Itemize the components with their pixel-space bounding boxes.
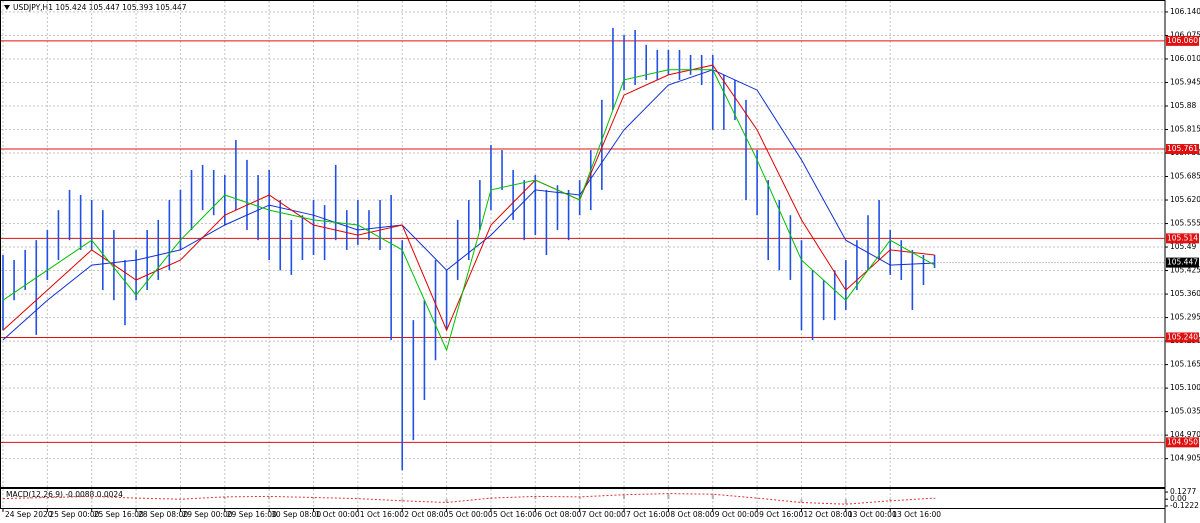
y-tick-label: 105.945 [1170,77,1200,86]
x-tick-label: 29 Sep 00:00 [182,510,232,519]
last-price-tag [1166,257,1199,268]
y-tick-label: 0.00 [1170,494,1187,503]
macd-signal [2,493,935,505]
y-tick-label: 105.360 [1170,289,1200,298]
x-tick-label: 12 Oct 08:00 [803,510,852,519]
y-tick-label: 105.88 [1170,101,1196,110]
x-tick-label: 5 Oct 16:00 [493,510,537,519]
level-label: 105.514 [1167,233,1198,242]
menu-arrow[interactable] [4,5,10,10]
x-tick-label: 9 Oct 16:00 [759,510,803,519]
y-tick-label: 105.425 [1170,266,1200,275]
y-tick-label: 105.100 [1170,383,1200,392]
level-tag [1166,35,1199,46]
x-tick-label: 25 Sep 00:00 [49,510,99,519]
level-label: 105.761 [1167,144,1198,153]
x-tick-label: 13 Oct 16:00 [892,510,941,519]
x-tick-label: 7 Oct 16:00 [626,510,670,519]
y-tick-label: 105.035 [1170,407,1200,416]
x-tick-label: 7 Oct 00:00 [582,510,626,519]
x-tick-label: 5 Oct 00:00 [449,510,493,519]
x-tick-label: 24 Sep 2020 [5,510,53,519]
y-tick-label: 106.010 [1170,54,1200,63]
x-tick-label: 28 Sep 08:00 [138,510,188,519]
y-tick-label: 104.970 [1170,430,1200,439]
y-tick-label: 105.295 [1170,313,1200,322]
y-tick-label: 105.815 [1170,124,1200,133]
x-tick-label: 6 Oct 08:00 [537,510,581,519]
y-tick-label: 0.1277 [1170,487,1196,496]
moving-average [2,69,935,352]
x-tick-label: 8 Oct 08:00 [670,510,714,519]
x-tick-label: 2 Oct 08:00 [404,510,448,519]
y-tick-label: -0.1222 [1170,501,1199,510]
moving-average [2,64,935,332]
x-tick-label: 9 Oct 00:00 [715,510,759,519]
last-price-label: 105.447 [1167,258,1198,267]
level-label: 105.240 [1167,332,1198,341]
y-tick-label: 106.140 [1170,7,1200,16]
x-tick-label: 1 Oct 00:00 [316,510,360,519]
level-tag [1166,437,1199,448]
y-tick-label: 105.620 [1170,195,1200,204]
x-tick-label: 1 Oct 16:00 [360,510,404,519]
x-tick-label: 25 Sep 16:00 [94,510,144,519]
x-tick-label: 30 Sep 08:00 [271,510,321,519]
level-label: 106.060 [1167,36,1198,45]
y-tick-label: 106.075 [1170,30,1200,39]
y-tick-label: 105.555 [1170,219,1200,228]
level-tag [1166,144,1199,155]
level-label: 104.950 [1167,437,1198,446]
y-tick-label: 105.49 [1170,242,1196,251]
chart-title: USDJPY,H1 105.424 105.447 105.393 105.44… [13,3,187,12]
macd-title: MACD(12,26,9) -0.0088 0.0024 [6,490,123,499]
level-tag [1166,233,1199,244]
y-tick-label: 105.685 [1170,172,1200,181]
x-tick-label: 29 Sep 16:00 [227,510,277,519]
level-tag [1166,332,1199,343]
y-tick-label: 104.905 [1170,454,1200,463]
y-tick-label: 105.165 [1170,360,1200,369]
moving-average [2,69,935,341]
x-tick-label: 13 Oct 00:00 [848,510,897,519]
